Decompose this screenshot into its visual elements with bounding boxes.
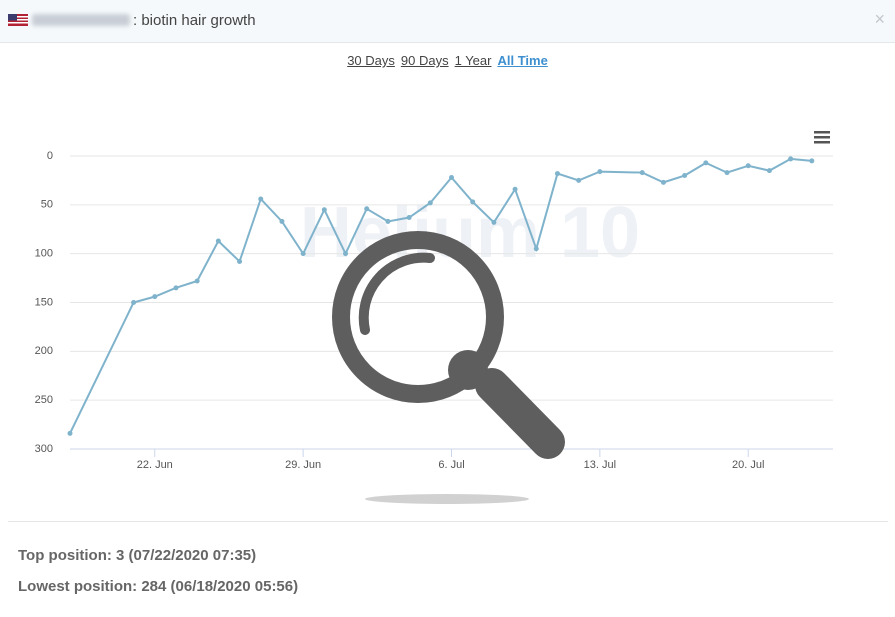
point — [131, 300, 137, 305]
point — [533, 246, 539, 252]
top-position: Top position: 3 (07/22/2020 07:35) — [18, 547, 257, 564]
point — [491, 219, 497, 225]
point — [279, 218, 285, 224]
x-tick-label: 29. Jun — [285, 459, 321, 471]
point — [766, 168, 772, 174]
us-flag — [8, 14, 28, 26]
point — [300, 251, 306, 257]
x-tick-label: 13. Jul — [584, 459, 616, 471]
point — [703, 160, 709, 166]
range-selector: 30 Days 90 Days 1 Year All Time — [0, 53, 895, 68]
point — [215, 238, 221, 244]
point — [258, 196, 264, 202]
point — [597, 169, 603, 175]
lowest-position: Lowest position: 284 (06/18/2020 05:56) — [18, 578, 299, 595]
point — [576, 177, 582, 183]
point — [682, 173, 688, 179]
point — [343, 251, 349, 257]
point — [449, 174, 454, 180]
point — [470, 199, 476, 205]
x-tick-label: 22. Jun — [137, 459, 173, 471]
point — [406, 215, 412, 221]
point — [194, 278, 200, 284]
close-button[interactable]: × — [874, 9, 885, 29]
point — [173, 285, 179, 291]
point — [385, 218, 391, 224]
blurred-asin — [32, 14, 130, 26]
menu-icon[interactable] — [814, 131, 830, 144]
point — [237, 258, 243, 264]
y-tick-label: 100 — [35, 248, 53, 260]
y-tick-label: 300 — [35, 443, 53, 455]
point — [660, 179, 666, 185]
divider — [8, 521, 888, 522]
y-tick-label: 250 — [35, 394, 53, 406]
x-tick-label: 6. Jul — [438, 459, 464, 471]
magnifier — [332, 231, 565, 504]
range-option[interactable]: 1 Year — [454, 53, 492, 68]
modal-title: : biotin hair growth — [133, 12, 256, 29]
point — [512, 186, 518, 192]
y-tick-label: 0 — [47, 150, 53, 162]
point — [745, 163, 751, 169]
point — [788, 156, 794, 162]
y-tick-label: 200 — [35, 345, 53, 357]
point — [152, 294, 158, 300]
range-option[interactable]: 30 Days — [347, 53, 395, 68]
range-option[interactable]: All Time — [497, 53, 548, 68]
y-tick-label: 150 — [35, 296, 53, 308]
point — [809, 158, 815, 164]
point — [67, 430, 73, 436]
point — [364, 206, 370, 212]
point — [427, 200, 433, 206]
point — [639, 170, 645, 176]
x-tick-label: 20. Jul — [732, 459, 764, 471]
modal-header: : biotin hair growth × — [0, 0, 895, 43]
point — [724, 170, 730, 176]
range-option[interactable]: 90 Days — [400, 53, 449, 68]
y-tick-label: 50 — [41, 199, 53, 211]
point — [554, 171, 560, 177]
point — [321, 207, 327, 213]
